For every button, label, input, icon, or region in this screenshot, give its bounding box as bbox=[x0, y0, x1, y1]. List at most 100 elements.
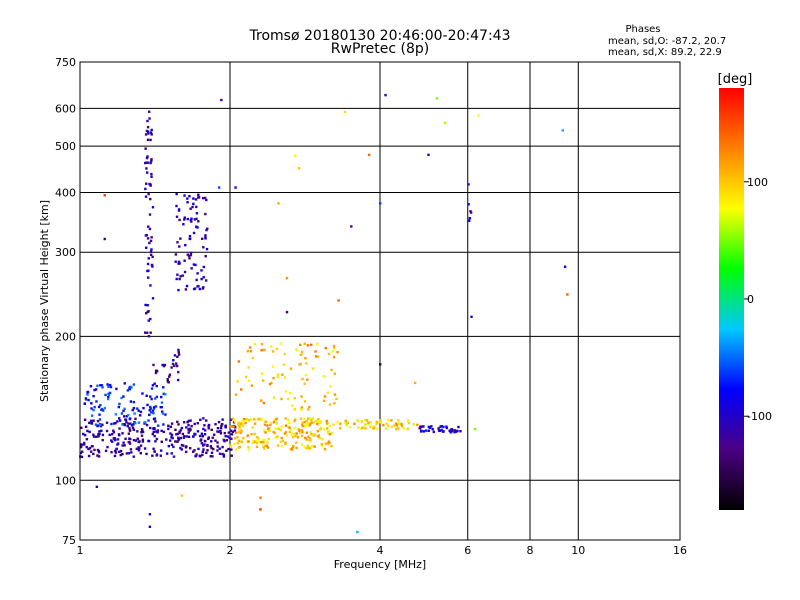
data-point bbox=[95, 485, 99, 489]
data-point bbox=[273, 418, 277, 421]
data-point bbox=[304, 424, 307, 427]
data-point bbox=[305, 431, 309, 434]
data-point bbox=[467, 219, 471, 222]
data-point bbox=[183, 435, 186, 438]
data-point bbox=[137, 440, 140, 444]
data-point bbox=[177, 288, 180, 292]
data-point bbox=[222, 455, 226, 458]
data-point bbox=[209, 455, 212, 458]
data-point bbox=[125, 415, 129, 418]
data-point bbox=[196, 226, 199, 229]
data-point bbox=[260, 372, 264, 375]
data-point bbox=[295, 446, 298, 450]
data-point bbox=[119, 449, 123, 453]
data-point bbox=[204, 234, 207, 237]
data-point bbox=[229, 444, 232, 447]
data-point bbox=[121, 444, 124, 447]
data-point bbox=[316, 429, 320, 433]
data-point bbox=[247, 440, 250, 443]
data-point bbox=[99, 403, 102, 407]
data-point bbox=[123, 382, 126, 385]
data-point bbox=[219, 426, 223, 430]
data-point bbox=[357, 426, 360, 429]
data-point bbox=[237, 428, 241, 431]
data-point bbox=[376, 427, 379, 430]
data-point bbox=[151, 255, 154, 259]
data-point bbox=[393, 424, 396, 427]
data-point bbox=[300, 443, 304, 446]
data-point bbox=[199, 418, 202, 422]
data-point bbox=[242, 418, 246, 421]
data-point bbox=[145, 167, 148, 170]
data-point bbox=[319, 420, 323, 423]
data-point bbox=[129, 400, 133, 403]
data-point bbox=[459, 430, 462, 433]
data-point bbox=[81, 450, 84, 453]
data-point bbox=[206, 444, 209, 448]
data-point bbox=[191, 205, 194, 209]
data-point bbox=[190, 267, 193, 270]
data-point bbox=[419, 430, 423, 433]
data-point bbox=[204, 279, 208, 282]
data-point bbox=[96, 454, 99, 457]
data-point bbox=[177, 348, 180, 352]
data-point bbox=[150, 397, 153, 401]
data-point bbox=[101, 438, 104, 442]
data-point bbox=[128, 417, 132, 421]
data-point bbox=[453, 430, 456, 434]
data-point bbox=[469, 210, 472, 213]
data-point bbox=[369, 420, 373, 424]
data-point bbox=[146, 161, 150, 164]
data-point bbox=[240, 420, 244, 423]
colorbar-tick-label: 0 bbox=[747, 293, 754, 306]
data-point bbox=[202, 286, 205, 289]
data-point bbox=[104, 393, 107, 397]
data-point bbox=[400, 423, 403, 426]
data-point bbox=[224, 434, 227, 438]
data-point bbox=[280, 444, 284, 448]
data-point bbox=[106, 397, 110, 401]
data-point bbox=[200, 277, 203, 281]
data-point bbox=[437, 427, 440, 430]
data-point bbox=[94, 423, 98, 426]
data-point bbox=[174, 428, 177, 432]
data-point bbox=[327, 440, 330, 443]
data-point bbox=[127, 440, 130, 444]
data-point bbox=[420, 425, 424, 428]
data-point bbox=[136, 437, 140, 441]
data-point bbox=[148, 413, 151, 417]
data-point bbox=[172, 455, 176, 458]
data-point bbox=[309, 439, 313, 443]
data-point bbox=[304, 357, 307, 360]
data-point bbox=[279, 428, 283, 432]
data-point bbox=[320, 442, 323, 446]
data-point bbox=[118, 419, 122, 422]
y-tick-label: 75 bbox=[62, 534, 76, 547]
data-point bbox=[150, 128, 153, 132]
data-point bbox=[189, 446, 192, 450]
data-point bbox=[189, 253, 193, 257]
data-point bbox=[132, 406, 136, 410]
data-point bbox=[234, 431, 238, 434]
data-point bbox=[251, 356, 254, 360]
data-point bbox=[146, 269, 149, 273]
data-point bbox=[145, 423, 149, 427]
data-point bbox=[229, 429, 233, 433]
data-point bbox=[375, 422, 378, 426]
data-point bbox=[295, 432, 298, 435]
data-point bbox=[231, 430, 235, 434]
data-point bbox=[165, 452, 169, 455]
data-point bbox=[284, 430, 288, 434]
data-point bbox=[134, 421, 137, 425]
data-point bbox=[212, 447, 215, 451]
data-point bbox=[207, 436, 211, 439]
data-point bbox=[210, 451, 214, 454]
data-point bbox=[300, 406, 304, 409]
data-point bbox=[145, 234, 148, 237]
data-point bbox=[96, 419, 100, 423]
data-point bbox=[132, 383, 136, 386]
data-point bbox=[283, 352, 286, 356]
data-point bbox=[111, 432, 114, 436]
data-point bbox=[145, 331, 149, 334]
data-point bbox=[356, 530, 359, 534]
